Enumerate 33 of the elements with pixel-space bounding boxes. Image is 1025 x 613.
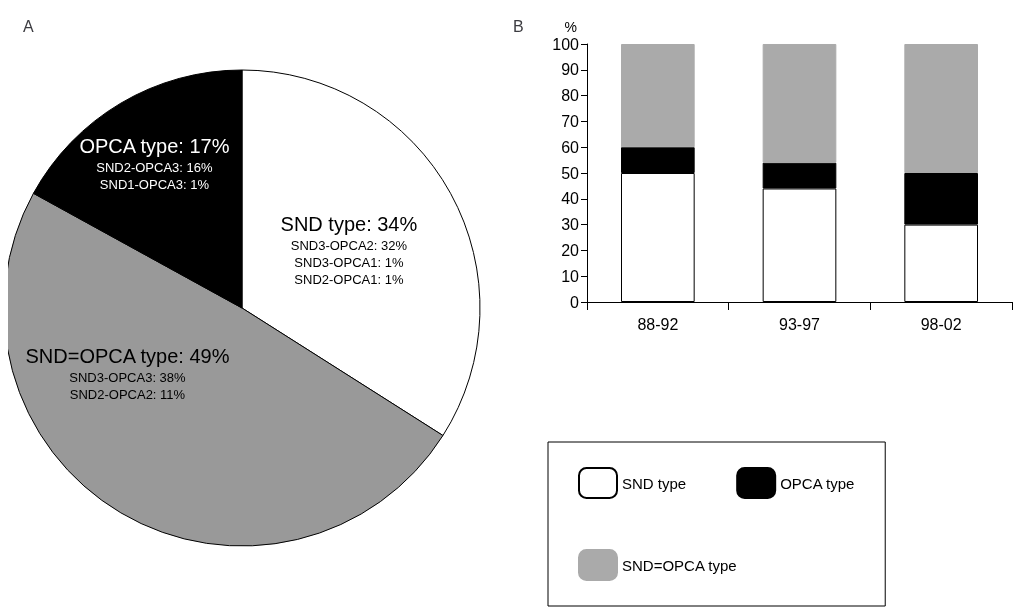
slice-label: SND type: 34% [280, 212, 418, 235]
y-tick-label: 60 [561, 138, 580, 156]
legend-label: SND type [622, 474, 687, 492]
y-tick-label: 40 [561, 190, 580, 208]
text: SND3-OPCA3: 38% [69, 370, 186, 386]
y-tick-label: 70 [561, 112, 580, 130]
text: SND3-OPCA1: 1% [294, 254, 404, 270]
y-tick-label: 20 [561, 241, 580, 259]
chart-title: B [513, 17, 524, 35]
text: SND2-OPCA1: 1% [294, 271, 404, 287]
text: SND2-OPCA2: 11% [69, 387, 186, 403]
x-tick-label: 88-92 [637, 315, 679, 333]
y-tick-label: 90 [561, 61, 580, 79]
y-axis-title: % [564, 19, 577, 35]
x-tick-label: 93-97 [779, 315, 821, 333]
text: SND1-OPCA3: 1% [99, 176, 209, 192]
x-tick-label: 98-02 [920, 315, 962, 333]
bar [621, 44, 695, 148]
bar [904, 44, 978, 173]
legend-label: OPCA type [780, 474, 855, 492]
slice-label: OPCA type: 17% [79, 134, 230, 157]
y-tick-label: 0 [570, 293, 580, 311]
y-tick-label: 30 [561, 216, 580, 234]
text: SND3-OPCA2: 32% [290, 237, 408, 253]
legend-label: SND=OPCA type [622, 556, 737, 574]
text: SND2-OPCA3: 16% [96, 159, 213, 175]
y-tick-label: 100 [552, 35, 580, 53]
y-tick-label: 50 [561, 164, 580, 182]
y-tick-label: 80 [561, 87, 580, 105]
bar [762, 44, 837, 163]
chart-title: A [23, 17, 34, 35]
slice-label: SND=OPCA type: 49% [25, 345, 230, 368]
y-tick-label: 10 [561, 267, 580, 285]
